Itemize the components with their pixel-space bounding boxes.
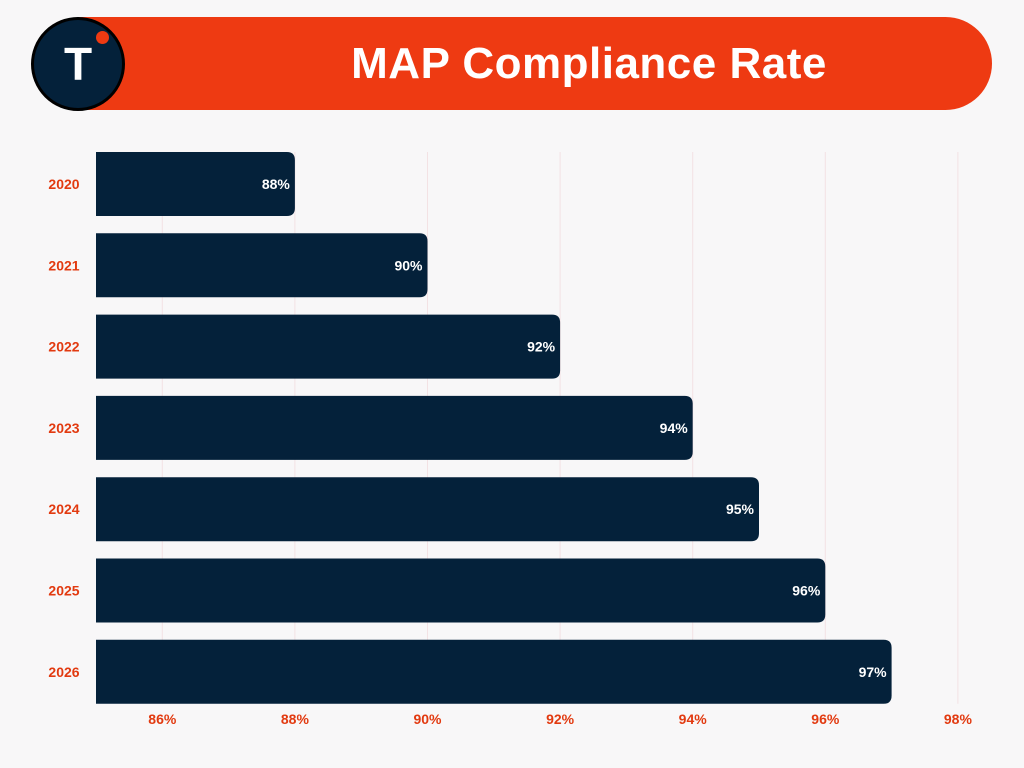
y-tick-label: 2024: [48, 501, 79, 517]
bar: [96, 639, 892, 704]
x-tick-label: 86%: [148, 711, 177, 727]
y-tick-label: 2020: [48, 176, 79, 192]
bar: [96, 395, 693, 460]
x-tick-label: 98%: [944, 711, 973, 727]
y-tick-label: 2023: [48, 420, 79, 436]
y-tick-label: 2025: [48, 583, 79, 599]
x-tick-label: 88%: [281, 711, 310, 727]
bar: [96, 477, 759, 542]
x-tick-label: 94%: [679, 711, 708, 727]
bar-data-label: 95%: [726, 501, 755, 517]
y-tick-label: 2026: [48, 664, 79, 680]
bar: [96, 233, 428, 298]
bar-data-label: 90%: [394, 257, 423, 273]
bar-data-label: 97%: [859, 664, 888, 680]
y-tick-label: 2021: [48, 257, 79, 273]
bar-data-label: 88%: [262, 176, 291, 192]
logo-dot-icon: [96, 31, 109, 44]
bar-data-label: 92%: [527, 339, 556, 355]
bar: [96, 152, 295, 216]
bar: [96, 558, 826, 623]
logo-letter: T: [63, 38, 93, 90]
x-tick-label: 92%: [546, 711, 575, 727]
title-banner: MAP Compliance Rate: [36, 17, 992, 110]
brand-logo: T: [31, 17, 125, 111]
x-tick-label: 96%: [811, 711, 840, 727]
x-tick-label: 90%: [413, 711, 442, 727]
chart-title: MAP Compliance Rate: [351, 39, 827, 88]
bar-data-label: 94%: [660, 420, 689, 436]
bar: [96, 314, 561, 379]
bar-data-label: 96%: [792, 583, 821, 599]
y-tick-label: 2022: [48, 339, 79, 355]
